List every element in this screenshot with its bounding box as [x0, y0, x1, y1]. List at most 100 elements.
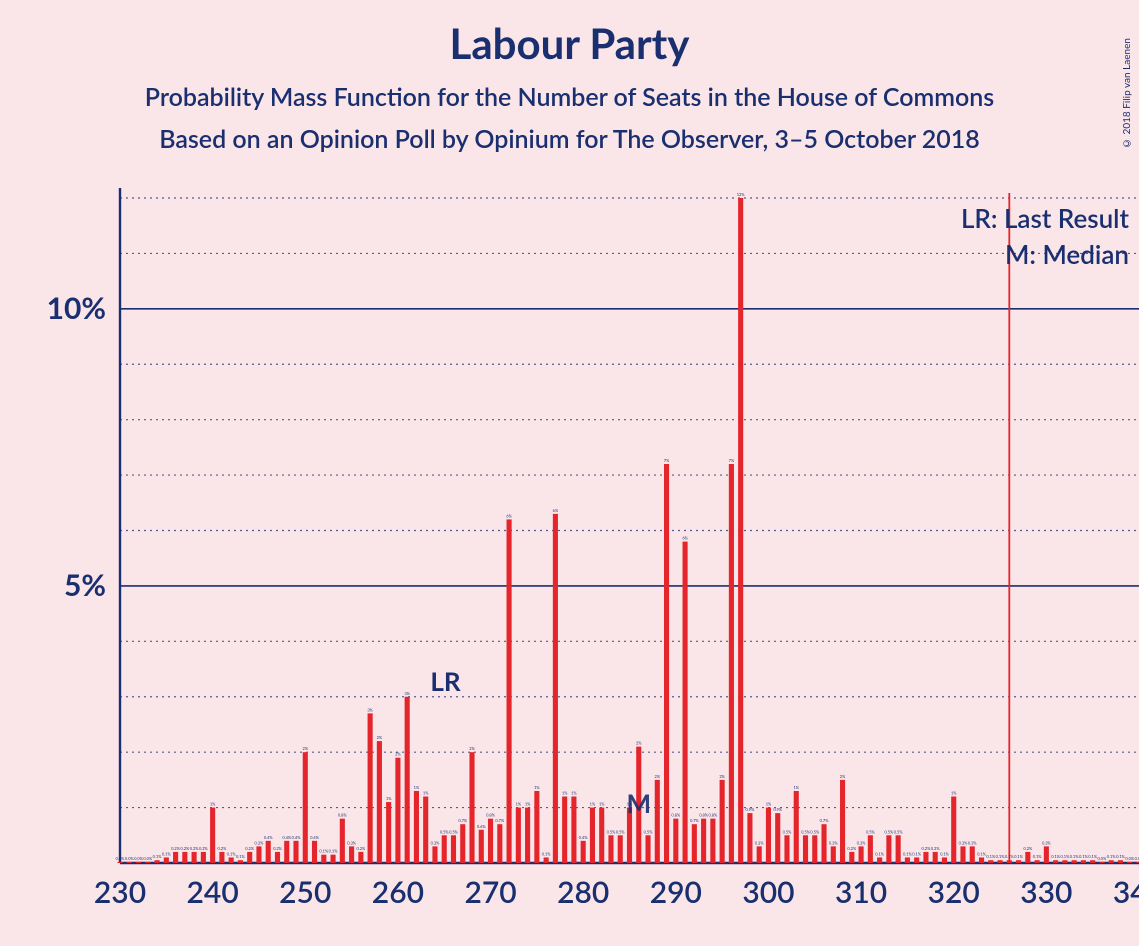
svg-text:12%: 12% — [737, 192, 746, 197]
svg-text:0.2%: 0.2% — [190, 846, 200, 851]
svg-text:1%: 1% — [766, 802, 772, 807]
svg-text:0.1%: 0.1% — [542, 851, 552, 856]
svg-text:0.1%: 0.1% — [912, 851, 922, 856]
svg-text:0.1%: 0.1% — [1070, 854, 1080, 859]
svg-text:0.2%: 0.2% — [1023, 846, 1033, 851]
svg-text:320: 320 — [928, 874, 980, 910]
svg-text:1%: 1% — [525, 802, 531, 807]
svg-text:0.5%: 0.5% — [449, 829, 459, 834]
svg-text:0.3%: 0.3% — [968, 840, 978, 845]
svg-text:0.0%: 0.0% — [134, 856, 144, 861]
svg-text:260: 260 — [372, 874, 424, 910]
svg-text:1%: 1% — [516, 802, 522, 807]
svg-text:7%: 7% — [664, 458, 670, 463]
svg-text:0.3%: 0.3% — [959, 840, 969, 845]
svg-text:5%: 5% — [64, 567, 106, 603]
svg-text:1%: 1% — [951, 791, 957, 796]
legend-m: M: Median — [1005, 238, 1129, 270]
svg-text:0.1%: 0.1% — [162, 851, 172, 856]
svg-text:230: 230 — [94, 874, 146, 910]
svg-text:0.2%: 0.2% — [922, 846, 932, 851]
svg-text:1%: 1% — [793, 785, 799, 790]
svg-text:0.2%: 0.2% — [180, 846, 190, 851]
svg-text:0.5%: 0.5% — [616, 829, 626, 834]
svg-text:0.3%: 0.3% — [255, 840, 265, 845]
svg-text:0.1%: 0.1% — [1079, 854, 1089, 859]
svg-text:1%: 1% — [590, 802, 596, 807]
svg-text:290: 290 — [650, 874, 702, 910]
svg-text:0.3%: 0.3% — [347, 840, 357, 845]
svg-text:1%: 1% — [571, 791, 577, 796]
svg-text:2%: 2% — [469, 746, 475, 751]
svg-text:10%: 10% — [47, 290, 106, 326]
chart-container: 0.0%0.0%0.0%0.0%0.1%0.1%0.2%0.2%0.2%0.2%… — [0, 18, 1139, 946]
svg-text:0.4%: 0.4% — [282, 835, 292, 840]
svg-text:0.1%: 0.1% — [236, 854, 246, 859]
svg-text:0.4%: 0.4% — [292, 835, 302, 840]
svg-text:0.1%: 0.1% — [986, 854, 996, 859]
svg-text:0.3%: 0.3% — [857, 840, 867, 845]
annotation-m: M — [626, 787, 651, 819]
svg-text:0.0%: 0.0% — [1098, 856, 1108, 861]
svg-text:0.5%: 0.5% — [801, 829, 811, 834]
svg-text:340: 340 — [1113, 874, 1139, 910]
svg-text:0.0%: 0.0% — [116, 856, 126, 861]
svg-text:300: 300 — [742, 874, 794, 910]
svg-text:0.1%: 0.1% — [1033, 854, 1043, 859]
svg-text:6%: 6% — [506, 513, 512, 518]
svg-text:0.1%: 0.1% — [1088, 854, 1098, 859]
svg-text:0.4%: 0.4% — [579, 835, 589, 840]
svg-text:0.8%: 0.8% — [338, 813, 348, 818]
svg-text:0.5%: 0.5% — [440, 829, 450, 834]
svg-text:0.4%: 0.4% — [264, 835, 274, 840]
svg-text:0.7%: 0.7% — [690, 818, 700, 823]
svg-text:0.1%: 0.1% — [1060, 854, 1070, 859]
svg-text:7%: 7% — [729, 458, 735, 463]
svg-text:1%: 1% — [423, 791, 429, 796]
svg-text:0.9%: 0.9% — [773, 807, 783, 812]
svg-text:0.5%: 0.5% — [783, 829, 793, 834]
svg-text:0.3%: 0.3% — [829, 840, 839, 845]
svg-text:0.1%: 0.1% — [227, 851, 237, 856]
svg-text:1%: 1% — [562, 791, 568, 796]
svg-text:0.7%: 0.7% — [495, 818, 505, 823]
svg-text:2%: 2% — [655, 774, 661, 779]
svg-text:2%: 2% — [636, 741, 642, 746]
svg-text:0.0%: 0.0% — [1125, 856, 1135, 861]
svg-text:0.5%: 0.5% — [884, 829, 894, 834]
svg-text:0.1%: 0.1% — [940, 851, 950, 856]
svg-text:0.2%: 0.2% — [356, 846, 366, 851]
svg-text:0.0%: 0.0% — [125, 856, 135, 861]
svg-text:0.5%: 0.5% — [810, 829, 820, 834]
svg-text:1%: 1% — [599, 802, 605, 807]
svg-text:0.3%: 0.3% — [1042, 840, 1052, 845]
svg-text:1%: 1% — [534, 785, 540, 790]
svg-text:1%: 1% — [210, 802, 216, 807]
svg-text:6%: 6% — [682, 536, 688, 541]
svg-text:0.5%: 0.5% — [644, 829, 654, 834]
svg-text:3%: 3% — [367, 707, 373, 712]
svg-text:3%: 3% — [404, 691, 410, 696]
svg-text:0.8%: 0.8% — [699, 813, 709, 818]
svg-text:0.3%: 0.3% — [431, 840, 441, 845]
svg-text:0.2%: 0.2% — [171, 846, 181, 851]
svg-text:0.7%: 0.7% — [820, 818, 830, 823]
svg-text:0.8%: 0.8% — [486, 813, 496, 818]
svg-text:0.8%: 0.8% — [671, 813, 681, 818]
svg-text:250: 250 — [279, 874, 331, 910]
svg-text:310: 310 — [835, 874, 887, 910]
svg-text:0.1%: 0.1% — [1051, 854, 1061, 859]
svg-text:0.1%: 0.1% — [977, 851, 987, 856]
svg-text:0.7%: 0.7% — [458, 818, 468, 823]
svg-text:6%: 6% — [553, 508, 559, 513]
svg-text:0.0%: 0.0% — [143, 856, 153, 861]
svg-text:330: 330 — [1020, 874, 1072, 910]
svg-text:280: 280 — [557, 874, 609, 910]
svg-text:0.5%: 0.5% — [866, 829, 876, 834]
svg-text:0.2%: 0.2% — [273, 846, 283, 851]
svg-text:0.5%: 0.5% — [607, 829, 617, 834]
svg-text:0.2%: 0.2% — [245, 846, 255, 851]
svg-text:0.1%: 0.1% — [329, 849, 339, 854]
svg-text:2%: 2% — [303, 746, 309, 751]
svg-text:0.1%: 0.1% — [1116, 854, 1126, 859]
